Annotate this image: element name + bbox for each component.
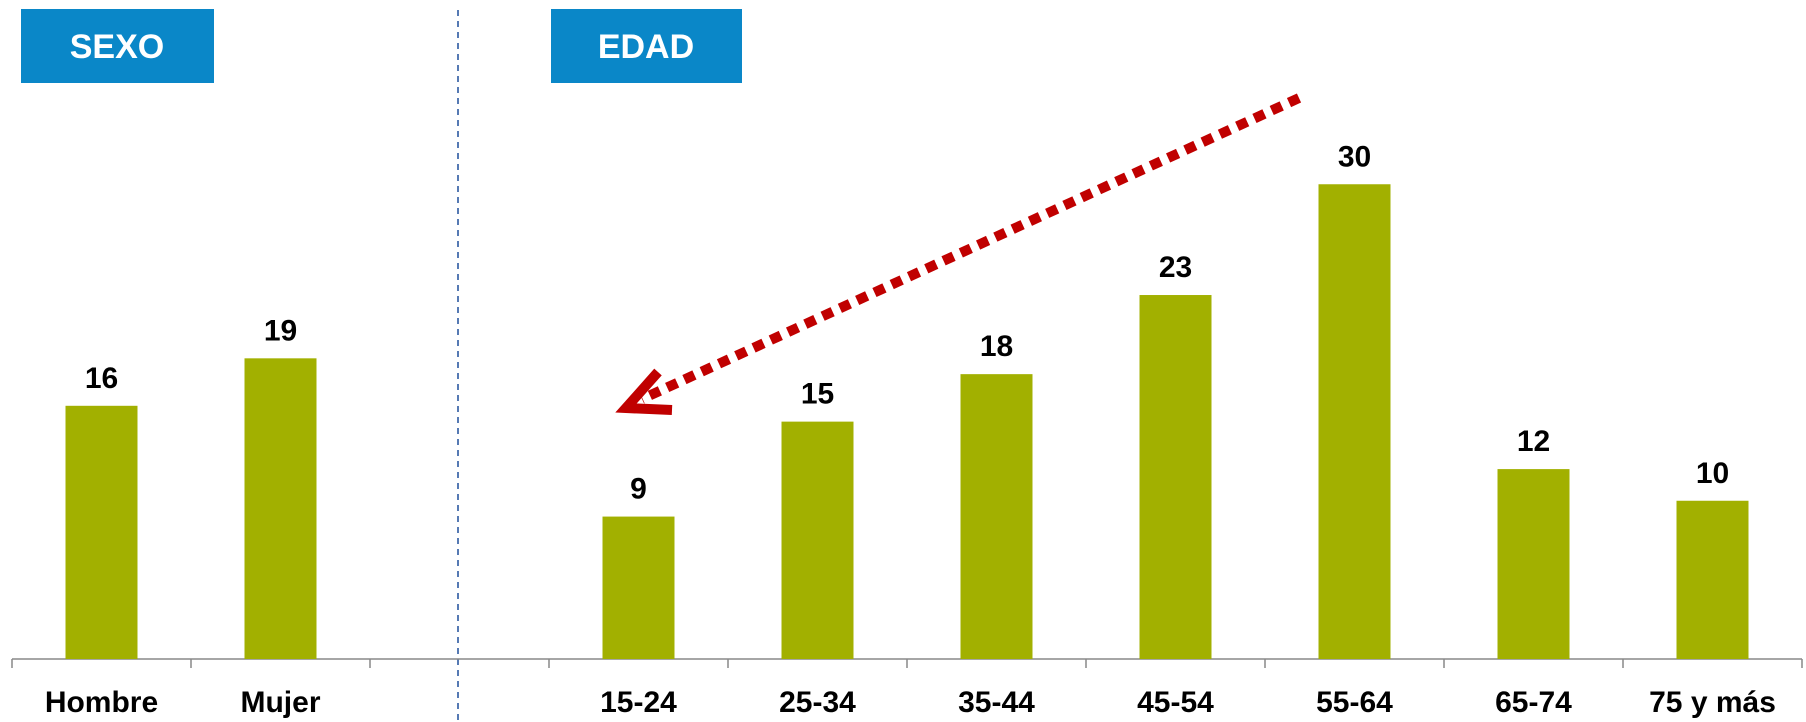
bar — [1139, 295, 1212, 659]
bar — [781, 421, 854, 659]
value-label: 16 — [85, 362, 118, 395]
arrow-line — [639, 93, 1302, 404]
section-label: EDAD — [598, 28, 694, 66]
bar — [1676, 500, 1749, 659]
x-tick-label: 75 y más — [1649, 686, 1776, 719]
x-tick-label: Hombre — [45, 686, 158, 719]
x-tick-label: 35-44 — [958, 686, 1035, 719]
x-tick-label: 25-34 — [779, 686, 856, 719]
x-tick-label: 15-24 — [600, 686, 677, 719]
bar — [1497, 469, 1570, 659]
value-label: 23 — [1159, 251, 1192, 284]
section-box — [551, 9, 742, 83]
value-label: 12 — [1517, 425, 1550, 458]
value-label: 30 — [1338, 140, 1371, 173]
value-label: 9 — [630, 473, 647, 506]
value-label: 18 — [980, 330, 1013, 363]
value-label: 10 — [1696, 457, 1729, 490]
section-label: SEXO — [70, 28, 164, 66]
x-tick-label: 45-54 — [1137, 686, 1214, 719]
bar — [65, 405, 138, 659]
bar — [1318, 184, 1391, 659]
bar — [602, 516, 675, 659]
value-label: 15 — [801, 378, 834, 411]
section-box — [21, 9, 214, 83]
bar — [244, 358, 317, 659]
value-label: 19 — [264, 314, 297, 347]
x-tick-label: Mujer — [240, 686, 320, 719]
arrow-head — [615, 368, 673, 415]
x-tick-label: 55-64 — [1316, 686, 1393, 719]
bar — [960, 374, 1033, 659]
x-tick-label: 65-74 — [1495, 686, 1572, 719]
